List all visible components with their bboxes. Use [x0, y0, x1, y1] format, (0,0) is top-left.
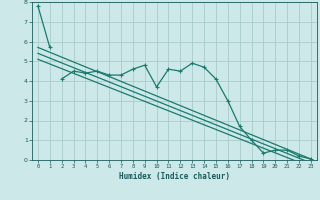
- X-axis label: Humidex (Indice chaleur): Humidex (Indice chaleur): [119, 172, 230, 181]
